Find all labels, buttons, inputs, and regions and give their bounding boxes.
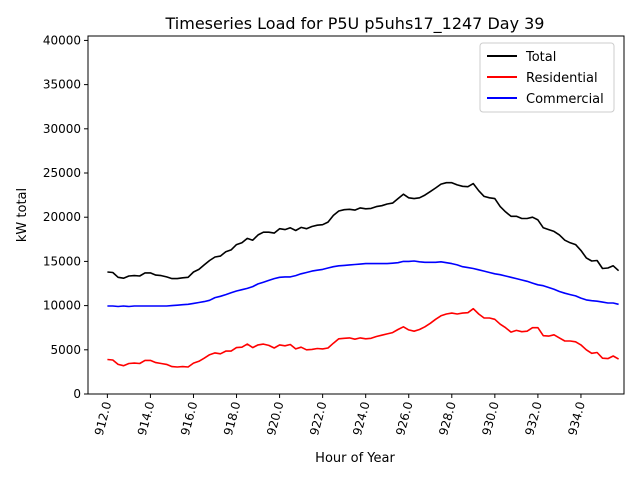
legend: Total Residential Commercial <box>479 42 615 113</box>
y-axis-label: kW total <box>15 188 30 242</box>
y-tick-label: 30000 <box>43 122 81 136</box>
series-line-residential <box>107 307 619 368</box>
x-axis-label: Hour of Year <box>315 451 395 466</box>
y-tick-label: 20000 <box>43 210 81 224</box>
chart-title: Timeseries Load for P5U p5uhs17_1247 Day… <box>165 14 545 34</box>
y-tick-label: 35000 <box>43 78 81 92</box>
y-tick-label: 15000 <box>43 254 81 268</box>
legend-label-commercial: Commercial <box>526 92 604 107</box>
legend-label-total: Total <box>525 50 556 65</box>
y-tick-label: 25000 <box>43 166 81 180</box>
y-tick-label: 0 <box>73 387 81 401</box>
y-axis: 0 5000 10000 15000 20000 25000 30000 35000 40000 <box>43 33 88 401</box>
legend-label-residential: Residential <box>526 71 598 86</box>
y-tick-label: 40000 <box>43 33 81 47</box>
legend-frame <box>479 42 615 113</box>
series-line-commercial <box>107 260 619 308</box>
y-tick-label: 10000 <box>43 299 81 313</box>
series-layer <box>107 181 620 368</box>
series-line-total <box>107 181 620 280</box>
y-tick-label: 5000 <box>50 343 81 357</box>
plot-frame <box>87 35 625 395</box>
